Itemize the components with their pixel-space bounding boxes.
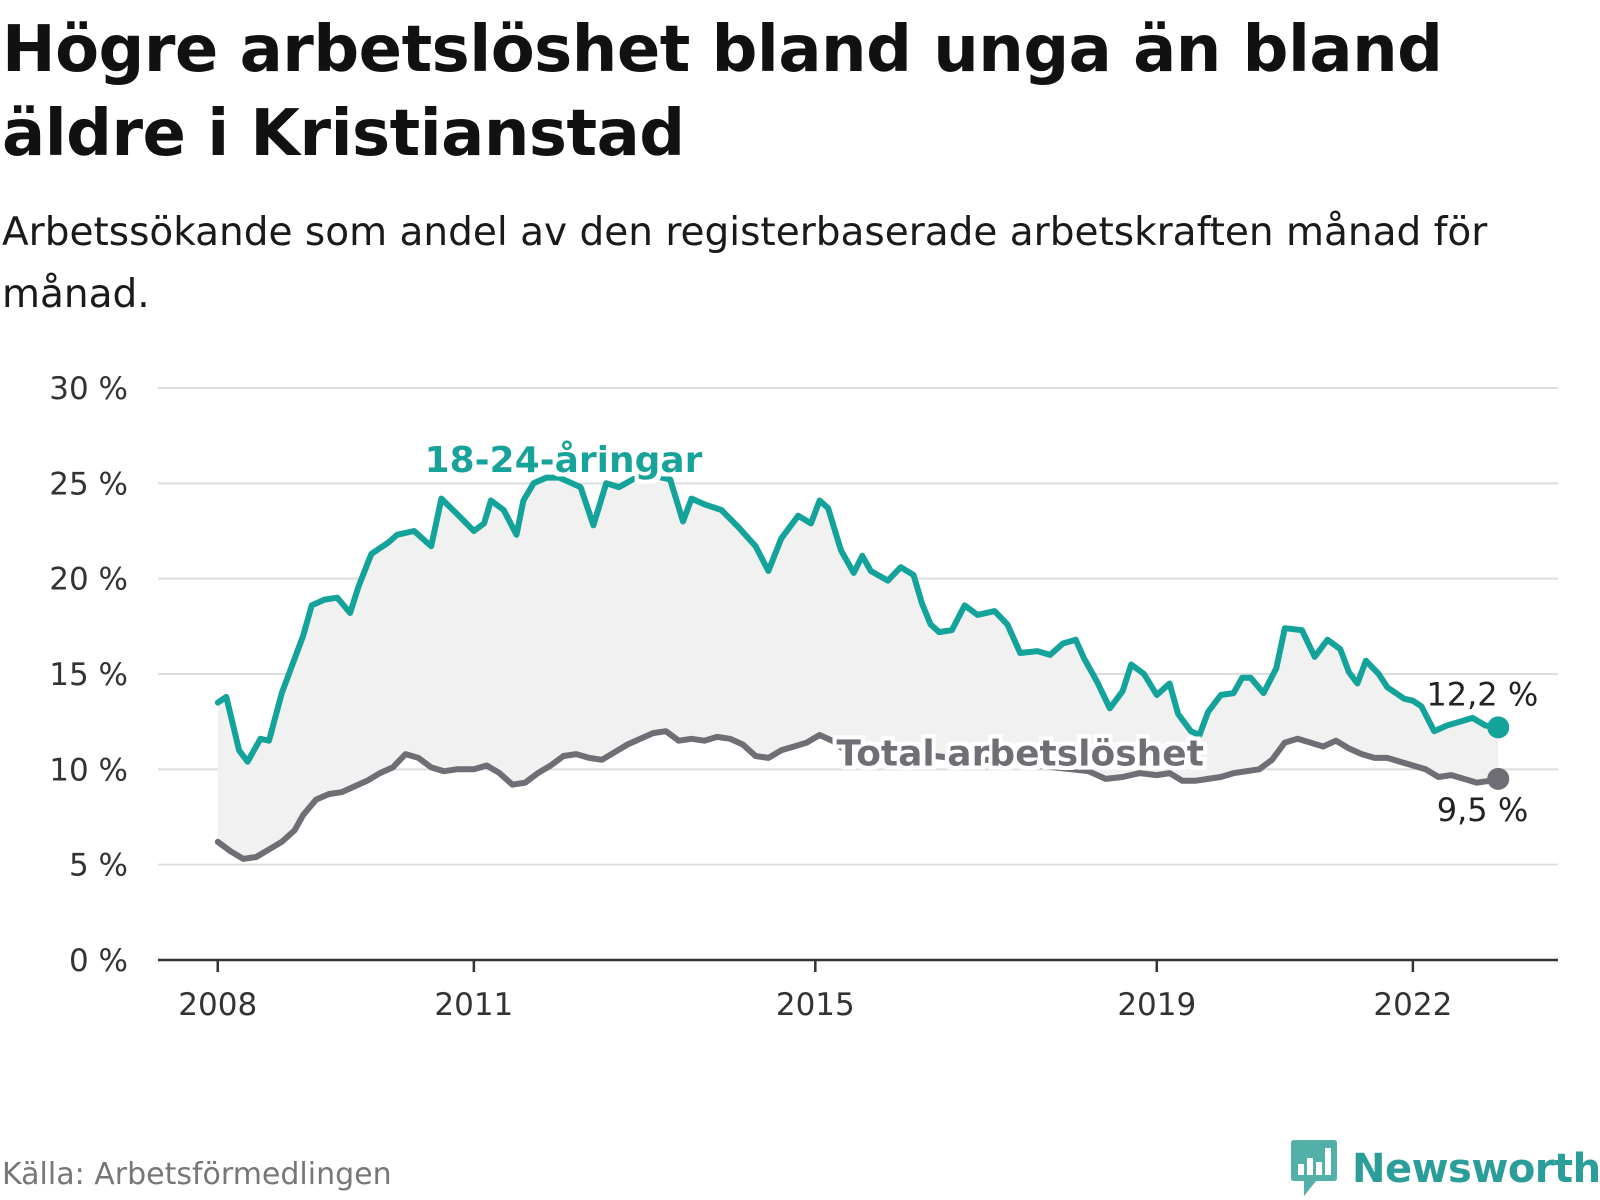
- y-tick-label: 5 %: [69, 848, 128, 884]
- source-note: Källa: Arbetsförmedlingen: [2, 1157, 392, 1192]
- y-tick-label: 15 %: [49, 657, 128, 693]
- total-series-label: Total arbetslöshet: [836, 734, 1204, 775]
- gap-band: [217, 475, 1499, 859]
- total-series-line-endpoint: [1487, 767, 1510, 790]
- youth-series-line: [214, 472, 1502, 765]
- y-tick-label: 0 %: [69, 943, 128, 979]
- brand-name: Newsworthy: [1352, 1146, 1600, 1192]
- y-tick-label: 10 %: [49, 752, 128, 788]
- bar-chart-speech-bubble-icon: [1291, 1140, 1337, 1196]
- x-tick-label: 2015: [776, 987, 855, 1023]
- youth-series-label: 18-24-åringar: [425, 440, 703, 481]
- y-tick-label: 25 %: [49, 466, 128, 502]
- series-labels: 12,2 % 9,5 % 18-24-åringar Total arbetslösh…: [425, 440, 1539, 829]
- line-chart: 0 %5 %10 %15 %20 %25 %30 % 2008 2011 2015 2…: [49, 371, 1558, 1023]
- series-lines: [214, 472, 1510, 862]
- x-tick-label: 2019: [1117, 987, 1196, 1023]
- y-tick-label: 20 %: [49, 562, 128, 598]
- chart-subtitle: Arbetssökande som andel av den registerb…: [2, 210, 1488, 317]
- gap-band-fill: [217, 475, 1499, 859]
- youth-end-value-label: 12,2 %: [1426, 675, 1538, 713]
- total-series-line: [214, 728, 1502, 862]
- total-end-value-label: 9,5 %: [1437, 791, 1528, 829]
- x-tick-label: 2022: [1373, 987, 1452, 1023]
- x-tick-label: 2008: [178, 987, 257, 1023]
- newsworthy-logo[interactable]: Newsworthy: [1290, 1138, 1600, 1200]
- y-axis-ticks: 0 % 5 % 10 % 15 % 20 % 25 % 30 %: [49, 371, 128, 979]
- x-tick-label: 2011: [434, 987, 513, 1023]
- chart-title: Högre arbetslöshet bland unga än bland ä…: [2, 13, 1443, 171]
- y-tick-label: 30 %: [49, 371, 128, 407]
- x-axis: 2008 2011 2015 2019 2022: [158, 958, 1558, 1023]
- youth-series-line-endpoint: [1487, 716, 1510, 739]
